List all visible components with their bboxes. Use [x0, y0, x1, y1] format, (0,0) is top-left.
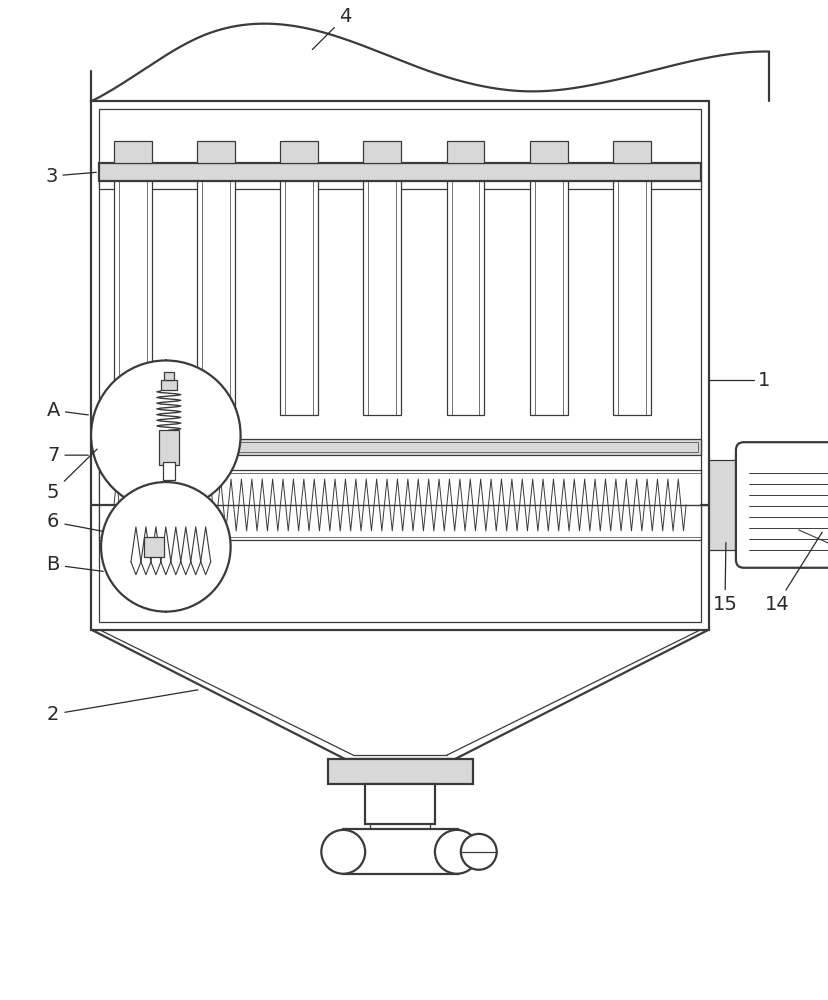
Bar	[612, 141, 650, 163]
Bar	[534, 181, 562, 415]
Bar	[617, 181, 645, 415]
Bar	[157, 507, 174, 535]
Text: 5: 5	[47, 449, 97, 502]
Text: 7: 7	[47, 446, 89, 465]
Bar	[114, 181, 152, 415]
Bar	[99, 439, 700, 455]
Bar	[285, 181, 313, 415]
Bar	[154, 462, 177, 482]
Bar	[99, 470, 700, 540]
Bar	[114, 141, 152, 163]
Bar	[197, 141, 235, 163]
Bar	[446, 181, 484, 415]
Bar	[612, 181, 650, 415]
Text: 3: 3	[45, 167, 96, 186]
Bar	[202, 181, 230, 415]
Text: 15: 15	[711, 543, 736, 614]
Bar	[363, 141, 401, 163]
Bar	[280, 181, 318, 415]
Bar	[280, 141, 318, 163]
Bar	[451, 181, 479, 415]
Text: 6: 6	[47, 512, 104, 531]
Bar	[363, 181, 401, 415]
Bar	[159, 430, 179, 465]
Bar	[144, 537, 164, 557]
Text: 14: 14	[763, 532, 821, 614]
Bar	[368, 181, 396, 415]
Circle shape	[460, 834, 496, 870]
Bar	[197, 181, 235, 415]
Bar	[119, 181, 147, 415]
Bar	[164, 372, 174, 380]
FancyBboxPatch shape	[735, 442, 828, 568]
Bar	[161, 380, 176, 390]
Text: 1: 1	[757, 371, 769, 390]
Bar	[529, 181, 567, 415]
Bar	[328, 759, 472, 784]
Bar	[91, 101, 708, 630]
Bar	[364, 784, 435, 824]
Circle shape	[101, 482, 230, 612]
Bar	[102, 442, 697, 452]
Circle shape	[91, 360, 240, 510]
Text: A: A	[46, 401, 89, 420]
Circle shape	[321, 830, 364, 874]
Bar	[99, 181, 700, 189]
Bar	[708, 460, 743, 550]
Text: 4: 4	[312, 7, 351, 50]
Text: 2: 2	[47, 690, 198, 724]
Circle shape	[435, 830, 479, 874]
Bar	[99, 109, 700, 622]
Bar	[162, 462, 175, 480]
Text: B: B	[46, 555, 104, 574]
Bar	[343, 829, 457, 874]
Bar	[529, 141, 567, 163]
Bar	[446, 141, 484, 163]
Bar	[99, 163, 700, 181]
